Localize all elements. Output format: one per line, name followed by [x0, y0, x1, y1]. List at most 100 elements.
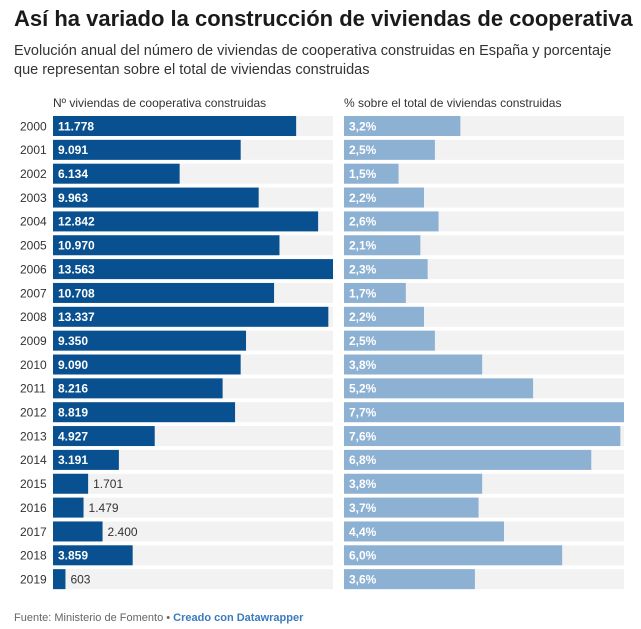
count-bar [53, 521, 103, 542]
count-bar [53, 378, 223, 399]
percent-bar [344, 426, 621, 447]
year-label: 2018 [20, 549, 47, 563]
count-bar [53, 545, 133, 566]
count-value-label: 1.479 [89, 501, 119, 515]
percent-bar [344, 330, 435, 351]
percent-bar [344, 187, 424, 208]
count-bar [53, 473, 89, 494]
year-label: 2015 [20, 477, 47, 491]
year-label: 2008 [20, 310, 47, 324]
percent-value-label: 2,2% [349, 191, 377, 205]
year-label: 2017 [20, 525, 47, 539]
percent-value-label: 1,7% [349, 286, 377, 300]
count-bar [53, 354, 241, 375]
count-value-label: 3.859 [58, 549, 88, 563]
year-label: 2006 [20, 262, 47, 276]
chart-title: Así ha variado la construcción de vivien… [14, 6, 633, 31]
year-label: 2009 [20, 334, 47, 348]
year-label: 2001 [20, 143, 47, 157]
percent-bar [344, 449, 592, 470]
count-value-label: 9.350 [58, 334, 88, 348]
count-value-label: 8.819 [58, 406, 88, 420]
percent-value-label: 3,2% [349, 119, 377, 133]
percent-value-label: 1,5% [349, 167, 377, 181]
count-value-label: 2.400 [108, 525, 138, 539]
percent-value-label: 2,2% [349, 310, 377, 324]
count-bar [53, 330, 247, 351]
count-bar [53, 497, 84, 518]
percent-value-label: 3,8% [349, 358, 377, 372]
count-bar [53, 163, 180, 184]
count-value-label: 11.778 [58, 119, 94, 133]
footer-separator: • [166, 612, 171, 624]
count-bar [53, 235, 280, 256]
count-value-label: 9.963 [58, 191, 88, 205]
count-bar [53, 259, 333, 280]
count-value-label: 6.134 [58, 167, 88, 181]
percent-value-label: 2,6% [349, 215, 377, 229]
count-bar [53, 449, 119, 470]
percent-bar [344, 402, 624, 423]
left-bar-track [53, 497, 333, 518]
year-label: 2019 [20, 572, 47, 586]
percent-value-label: 2,3% [349, 262, 377, 276]
year-label: 2012 [20, 406, 47, 420]
count-value-label: 8.216 [58, 382, 88, 396]
left-column-title: Nº viviendas de cooperativa construidas [53, 96, 266, 110]
count-value-label: 9.091 [58, 143, 88, 157]
count-bar [53, 282, 275, 303]
count-bar [53, 426, 155, 447]
percent-bar [344, 235, 421, 256]
percent-bar [344, 211, 439, 232]
count-value-label: 13.337 [58, 310, 95, 324]
percent-bar [344, 497, 479, 518]
percent-bar [344, 116, 461, 136]
percent-value-label: 7,7% [349, 406, 377, 420]
count-value-label: 13.563 [58, 262, 95, 276]
year-label: 2010 [20, 358, 47, 372]
percent-bar [344, 569, 475, 590]
count-bar [53, 116, 297, 136]
percent-value-label: 2,1% [349, 239, 377, 253]
count-value-label: 10.970 [58, 239, 95, 253]
year-label: 2013 [20, 429, 47, 443]
right-column-title: % sobre el total de viviendas construida… [344, 96, 561, 110]
count-value-label: 9.090 [58, 358, 88, 372]
left-bar-track [53, 473, 333, 494]
percent-bar [344, 259, 428, 280]
count-bar [53, 187, 259, 208]
percent-value-label: 4,4% [349, 525, 377, 539]
percent-value-label: 7,6% [349, 429, 377, 443]
percent-value-label: 3,6% [349, 572, 377, 586]
left-bar-track [53, 449, 333, 470]
source-note: Fuente: Ministerio de Fomento [14, 612, 164, 624]
year-label: 2014 [20, 453, 47, 467]
percent-value-label: 6,8% [349, 453, 377, 467]
chart-subtitle: Evolución anual del número de viviendas … [14, 43, 612, 78]
percent-bar [344, 521, 504, 542]
count-value-label: 603 [70, 572, 90, 586]
count-bar [53, 211, 319, 232]
year-label: 2004 [20, 215, 47, 229]
percent-bar [344, 282, 406, 303]
year-label: 2007 [20, 286, 47, 300]
percent-value-label: 2,5% [349, 334, 377, 348]
year-label: 2005 [20, 239, 47, 253]
percent-bar [344, 545, 563, 566]
count-bar [53, 402, 236, 423]
percent-bar [344, 378, 534, 399]
footer: Fuente: Ministerio de Fomento • Creado c… [14, 612, 303, 624]
percent-bar [344, 163, 399, 184]
percent-value-label: 5,2% [349, 382, 377, 396]
year-label: 2011 [20, 382, 46, 396]
count-value-label: 1.701 [93, 477, 123, 491]
left-bar-track [53, 521, 333, 542]
year-label: 2000 [20, 119, 47, 133]
count-bar [53, 306, 329, 327]
count-bar [53, 569, 66, 590]
left-bar-track [53, 569, 333, 590]
bar-rows: 2000 11.778 3,2% 2001 9.091 2,5% 2002 6.134 1,5%… [20, 116, 624, 590]
percent-value-label: 2,5% [349, 143, 377, 157]
credit-link[interactable]: Creado con Datawrapper [173, 612, 304, 624]
count-value-label: 4.927 [58, 429, 88, 443]
